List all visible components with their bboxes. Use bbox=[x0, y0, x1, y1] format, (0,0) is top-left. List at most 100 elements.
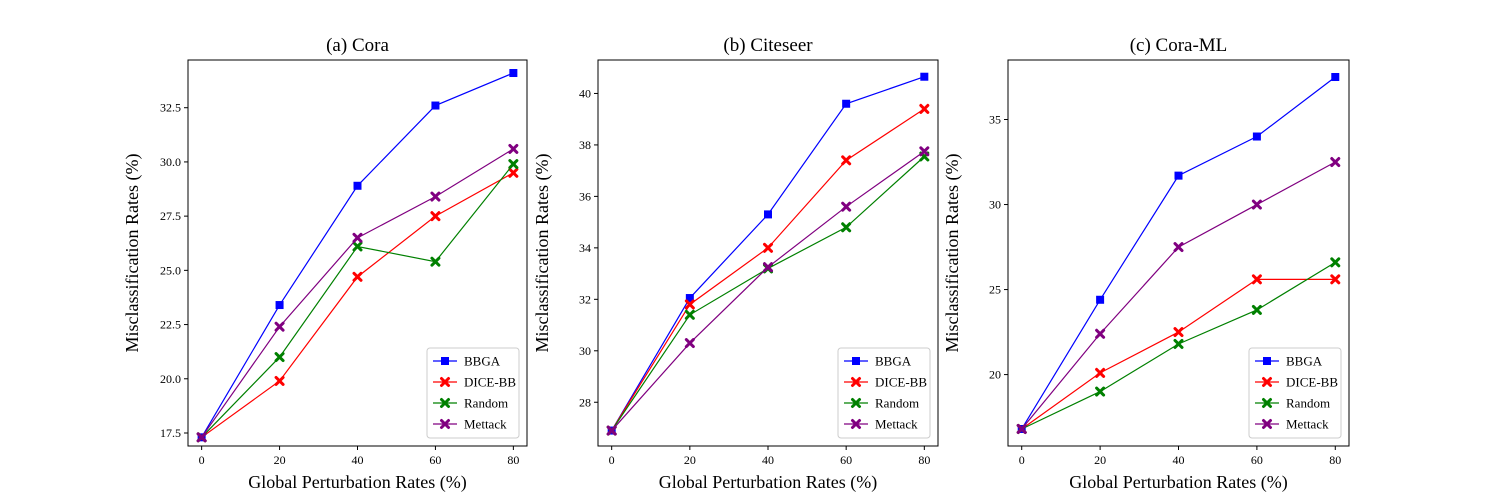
data-point bbox=[841, 201, 852, 212]
legend-item-mettack: Mettack bbox=[844, 417, 918, 432]
legend-item-mettack: Mettack bbox=[433, 417, 507, 432]
data-point bbox=[352, 241, 363, 252]
legend-label: Random bbox=[464, 396, 508, 411]
x-tick-label: 0 bbox=[1019, 453, 1025, 467]
data-point bbox=[1251, 304, 1262, 315]
y-tick-label: 35 bbox=[989, 113, 1001, 127]
y-tick-label: 27.5 bbox=[160, 209, 181, 223]
legend-item-random: Random bbox=[1255, 396, 1330, 411]
y-tick-label: 36 bbox=[579, 189, 591, 203]
legend-label: Random bbox=[875, 396, 919, 411]
data-point bbox=[508, 159, 519, 170]
data-point bbox=[1251, 274, 1262, 285]
legend-marker bbox=[440, 398, 450, 408]
y-axis-label: Misclassification Rates (%) bbox=[532, 154, 553, 353]
data-point bbox=[1174, 171, 1183, 180]
y-tick-label: 20 bbox=[989, 368, 1001, 382]
legend: BBGA DICE-BB Random Mettack bbox=[837, 347, 931, 439]
chart-panel-3: (c) Cora-ML 0 20 40 60 80 20 25 30 35 Global Pertu… bbox=[942, 35, 1350, 493]
data-point bbox=[1173, 242, 1184, 253]
legend-marker bbox=[851, 419, 861, 429]
data-point bbox=[196, 432, 207, 443]
data-point bbox=[353, 181, 362, 190]
data-point bbox=[841, 155, 852, 166]
data-point bbox=[1330, 274, 1341, 285]
x-tick-label: 20 bbox=[274, 453, 286, 467]
y-tick-label: 34 bbox=[579, 241, 591, 255]
legend-marker bbox=[440, 419, 450, 429]
legend-marker bbox=[852, 357, 860, 365]
legend-label: DICE-BB bbox=[464, 375, 516, 390]
legend-label: DICE-BB bbox=[1286, 375, 1338, 390]
data-point bbox=[685, 294, 694, 303]
x-tick-label: 20 bbox=[1094, 453, 1106, 467]
legend-item-dice-bb: DICE-BB bbox=[844, 375, 927, 390]
x-tick-label: 20 bbox=[684, 453, 696, 467]
y-tick-label: 40 bbox=[579, 86, 591, 100]
data-point bbox=[1096, 295, 1105, 304]
data-point bbox=[508, 143, 519, 154]
x-tick-label: 60 bbox=[840, 453, 852, 467]
y-tick-label: 25 bbox=[989, 283, 1001, 297]
data-point bbox=[352, 271, 363, 282]
data-point bbox=[1252, 132, 1261, 141]
data-point bbox=[1331, 73, 1340, 82]
x-tick-label: 80 bbox=[1329, 453, 1341, 467]
data-point bbox=[431, 101, 440, 110]
legend-label: Random bbox=[1286, 396, 1330, 411]
x-tick-label: 60 bbox=[1251, 453, 1263, 467]
data-point bbox=[1330, 257, 1341, 268]
legend-marker bbox=[440, 377, 450, 387]
data-point bbox=[841, 222, 852, 233]
legend-marker bbox=[851, 398, 861, 408]
series-mettack bbox=[196, 143, 519, 443]
data-point bbox=[430, 191, 441, 202]
legend-item-dice-bb: DICE-BB bbox=[1255, 375, 1338, 390]
legend-item-random: Random bbox=[433, 396, 508, 411]
legend: BBGA DICE-BB Random Mettack bbox=[426, 347, 520, 439]
x-tick-label: 0 bbox=[609, 453, 615, 467]
data-point bbox=[1095, 328, 1106, 339]
data-point bbox=[684, 309, 695, 320]
chart-title: (c) Cora-ML bbox=[1130, 35, 1228, 56]
data-point bbox=[606, 425, 617, 436]
y-tick-label: 25.0 bbox=[160, 263, 181, 277]
y-tick-label: 17.5 bbox=[160, 426, 181, 440]
data-point bbox=[1251, 199, 1262, 210]
y-tick-label: 28 bbox=[579, 395, 591, 409]
legend-item-bbga: BBGA bbox=[433, 354, 501, 369]
data-point bbox=[274, 375, 285, 386]
legend-box bbox=[1248, 347, 1342, 439]
data-point bbox=[1173, 338, 1184, 349]
legend: BBGA DICE-BB Random Mettack bbox=[1248, 347, 1342, 439]
data-point bbox=[1095, 367, 1106, 378]
chart-title: (b) Citeseer bbox=[723, 35, 813, 56]
data-point bbox=[509, 69, 518, 78]
x-axis-label: Global Perturbation Rates (%) bbox=[659, 472, 877, 493]
y-tick-label: 30 bbox=[579, 344, 591, 358]
legend-item-mettack: Mettack bbox=[1255, 417, 1329, 432]
legend-item-bbga: BBGA bbox=[844, 354, 912, 369]
data-point bbox=[919, 146, 930, 157]
y-axis-label: Misclassification Rates (%) bbox=[942, 154, 963, 353]
legend-label: BBGA bbox=[875, 354, 912, 369]
legend-marker bbox=[851, 377, 861, 387]
data-point bbox=[275, 301, 284, 310]
data-point bbox=[919, 103, 930, 114]
data-point bbox=[1095, 386, 1106, 397]
legend-marker bbox=[1262, 419, 1272, 429]
series-mettack bbox=[606, 146, 930, 436]
y-tick-label: 30.0 bbox=[160, 155, 181, 169]
chart-title: (a) Cora bbox=[326, 35, 389, 56]
x-tick-label: 40 bbox=[352, 453, 364, 467]
legend-marker bbox=[1262, 377, 1272, 387]
data-point bbox=[763, 262, 773, 273]
chart-panel-1: (a) Cora 0 20 40 60 80 17.5 20.0 22.5 25.0 27.5 30.… bbox=[122, 35, 528, 493]
legend-marker bbox=[1263, 357, 1271, 365]
data-point bbox=[684, 338, 695, 349]
data-point bbox=[920, 72, 929, 81]
data-point bbox=[430, 211, 441, 222]
legend-box bbox=[426, 347, 520, 439]
y-tick-label: 22.5 bbox=[160, 318, 181, 332]
